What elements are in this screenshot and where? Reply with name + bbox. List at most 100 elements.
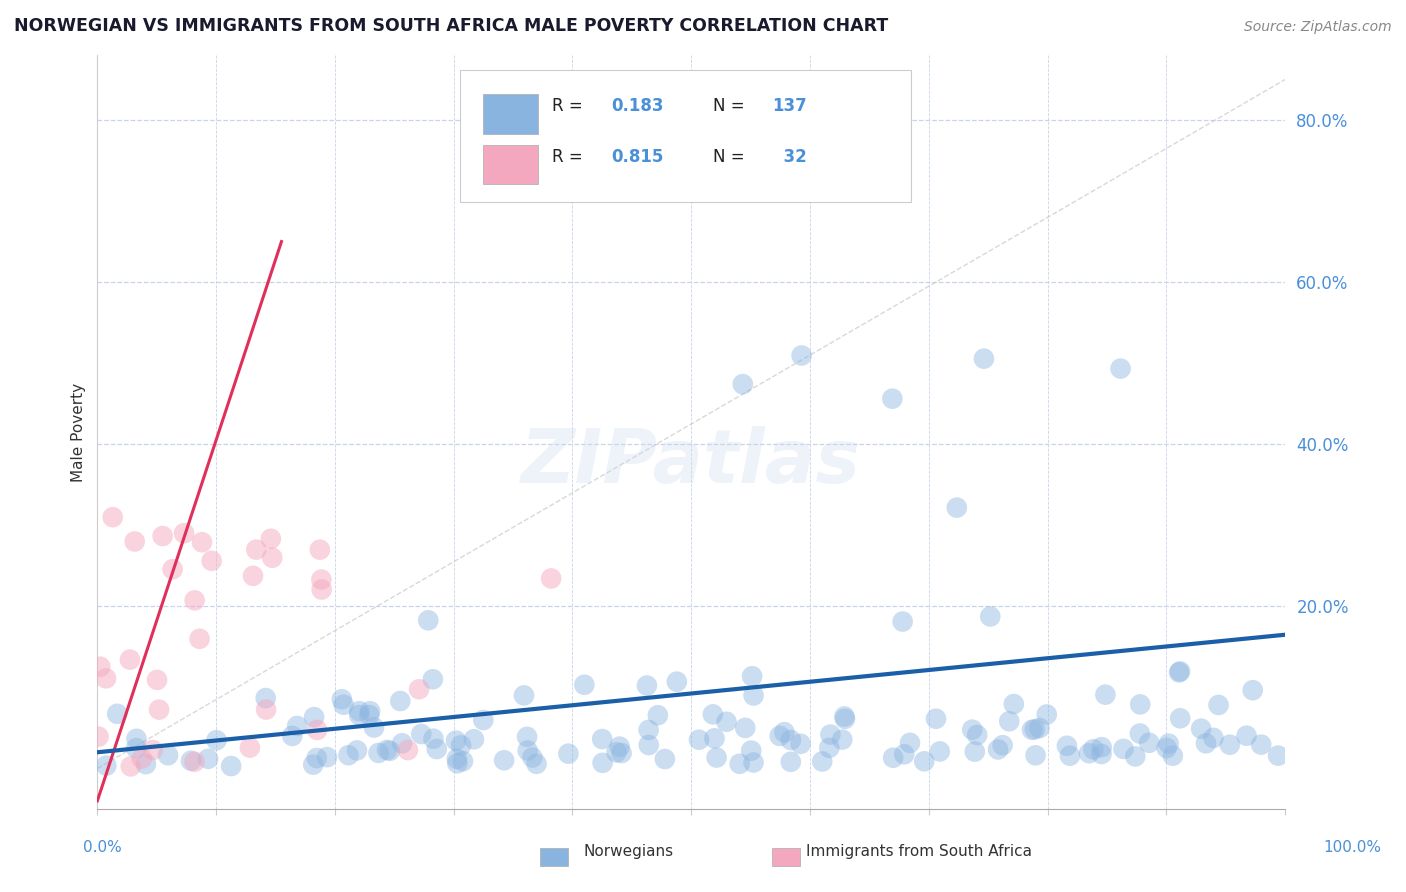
Point	[89, 659, 111, 673]
Point	[665, 674, 688, 689]
Point	[1059, 748, 1081, 763]
Point	[142, 743, 165, 757]
Point	[1094, 688, 1116, 702]
Point	[1129, 726, 1152, 740]
Point	[101, 510, 124, 524]
Point	[254, 691, 277, 706]
Point	[779, 733, 801, 747]
Point	[1024, 723, 1046, 737]
Point	[281, 729, 304, 743]
Point	[1028, 721, 1050, 735]
Point	[769, 729, 792, 743]
Point	[389, 694, 412, 708]
Point	[1137, 736, 1160, 750]
Point	[219, 759, 242, 773]
Point	[363, 721, 385, 735]
Text: 0.815: 0.815	[612, 148, 664, 166]
Point	[346, 743, 368, 757]
Point	[87, 730, 110, 744]
Point	[1021, 723, 1043, 737]
Point	[367, 746, 389, 760]
Point	[463, 732, 485, 747]
Point	[131, 751, 153, 765]
Point	[146, 673, 169, 687]
Point	[307, 723, 329, 737]
Point	[574, 678, 596, 692]
Point	[790, 349, 813, 363]
Point	[188, 632, 211, 646]
Point	[201, 554, 224, 568]
Point	[898, 736, 921, 750]
Point	[1267, 748, 1289, 763]
Point	[396, 743, 419, 757]
Point	[418, 613, 440, 627]
Point	[378, 744, 401, 758]
Point	[446, 756, 468, 771]
Point	[928, 744, 950, 758]
Point	[522, 750, 544, 764]
Point	[636, 679, 658, 693]
Point	[610, 746, 633, 760]
Point	[1241, 683, 1264, 698]
Point	[1035, 707, 1057, 722]
Point	[513, 689, 536, 703]
Text: Norwegians: Norwegians	[583, 845, 673, 859]
Point	[734, 721, 756, 735]
Point	[605, 745, 627, 759]
Point	[124, 534, 146, 549]
Point	[337, 748, 360, 763]
Point	[311, 582, 333, 597]
Point	[245, 542, 267, 557]
Point	[882, 392, 904, 406]
Point	[422, 672, 444, 686]
Point	[925, 712, 948, 726]
Point	[591, 732, 613, 747]
Point	[96, 758, 118, 772]
Point	[191, 535, 214, 549]
FancyBboxPatch shape	[460, 70, 911, 202]
Point	[703, 731, 725, 746]
Point	[973, 351, 995, 366]
Point	[779, 755, 801, 769]
Text: 0.183: 0.183	[612, 97, 664, 115]
Point	[311, 573, 333, 587]
Point	[180, 754, 202, 768]
Point	[987, 742, 1010, 756]
Point	[426, 742, 449, 756]
Text: 0.0%: 0.0%	[83, 840, 122, 855]
Point	[946, 500, 969, 515]
Y-axis label: Male Poverty: Male Poverty	[72, 383, 86, 482]
Text: ZIPatlas: ZIPatlas	[522, 425, 862, 499]
Point	[347, 708, 370, 723]
Point	[1129, 698, 1152, 712]
Point	[157, 748, 180, 763]
Point	[516, 730, 538, 744]
Point	[472, 713, 495, 727]
Text: N =: N =	[713, 148, 749, 166]
Point	[834, 712, 856, 726]
Point	[731, 377, 754, 392]
Point	[135, 757, 157, 772]
Point	[391, 736, 413, 750]
Point	[408, 682, 430, 697]
Point	[1156, 741, 1178, 756]
Point	[592, 756, 614, 770]
Point	[120, 759, 142, 773]
FancyBboxPatch shape	[484, 95, 538, 134]
Point	[702, 707, 724, 722]
Point	[1056, 739, 1078, 753]
Point	[1091, 740, 1114, 755]
Text: Immigrants from South Africa: Immigrants from South Africa	[806, 845, 1032, 859]
Point	[637, 723, 659, 737]
Point	[359, 708, 381, 723]
Point	[1202, 731, 1225, 745]
Point	[516, 743, 538, 757]
Point	[347, 704, 370, 718]
Point	[239, 740, 262, 755]
Point	[94, 671, 117, 685]
Point	[1157, 737, 1180, 751]
Point	[912, 754, 935, 768]
Point	[308, 542, 330, 557]
Point	[183, 755, 205, 769]
Point	[152, 529, 174, 543]
